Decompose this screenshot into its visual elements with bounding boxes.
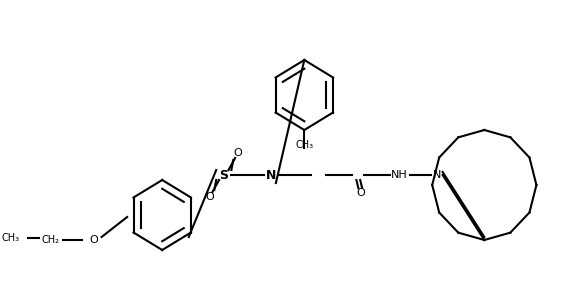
Text: NH: NH: [391, 170, 407, 180]
Text: S: S: [219, 168, 228, 181]
Text: CH₃: CH₃: [295, 140, 314, 150]
Text: O: O: [89, 235, 98, 245]
Text: CH₃: CH₃: [2, 233, 20, 243]
Text: O: O: [205, 192, 214, 202]
Text: CH₂: CH₂: [42, 235, 60, 245]
Text: N: N: [266, 168, 277, 181]
Text: N: N: [433, 170, 441, 180]
Text: O: O: [357, 188, 365, 198]
Text: O: O: [234, 148, 242, 158]
